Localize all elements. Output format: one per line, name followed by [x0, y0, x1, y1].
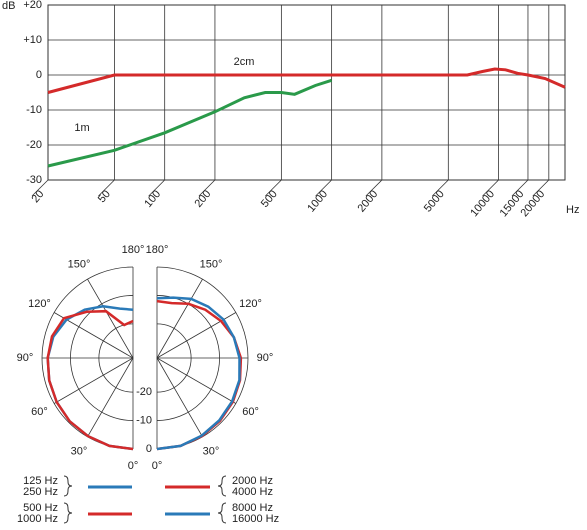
polar-curve — [46, 305, 134, 451]
polar-curve — [46, 309, 134, 451]
response-line — [47, 78, 333, 168]
angle-label: 60° — [31, 406, 48, 418]
legend-brace — [63, 475, 73, 497]
legend-label: 500 Hz — [23, 502, 58, 514]
legend-brace — [63, 502, 73, 524]
spoke — [156, 278, 203, 359]
x-tick — [198, 179, 216, 197]
spoke — [53, 357, 134, 404]
x-tick-label: 2000 — [355, 188, 380, 214]
angle-label: 150° — [200, 258, 223, 270]
legend-label: 1000 Hz — [17, 513, 58, 525]
spoke — [156, 357, 203, 438]
x-tick — [265, 179, 282, 197]
legend-brace — [217, 502, 227, 524]
legend-label: 16000 Hz — [232, 513, 279, 525]
x-tick — [365, 179, 383, 197]
response-line — [47, 67, 566, 94]
r-tick-label: -20 — [136, 386, 152, 398]
r-tick-label: -10 — [136, 414, 152, 426]
angle-label: 60° — [242, 406, 259, 418]
legend-brace — [217, 475, 227, 497]
x-axis-label: Hz — [566, 204, 579, 216]
x-tick-label: 50 — [96, 188, 113, 205]
y-axis-label: dB — [2, 0, 15, 12]
r-tick-label: 0 — [146, 443, 152, 455]
polar-curve — [156, 299, 243, 451]
x-tick-label: 1000 — [305, 188, 330, 214]
x-tick-label: 20 — [29, 188, 46, 205]
spoke — [156, 357, 237, 404]
annotation-bg — [70, 121, 94, 135]
legend-label: 4000 Hz — [232, 486, 273, 498]
annotation: 1m — [74, 122, 89, 134]
angle-label: 30° — [203, 445, 220, 457]
angle-label: 150° — [68, 258, 91, 270]
legend-label: 125 Hz — [23, 475, 58, 487]
annotation-bg — [228, 55, 260, 69]
x-tick — [315, 179, 332, 197]
spoke — [87, 278, 134, 359]
angle-label: 0° — [128, 460, 139, 472]
y-tick-label: -10 — [26, 104, 42, 116]
y-tick-label: +20 — [23, 0, 42, 11]
angle-label: 180° — [122, 244, 145, 256]
angle-label: 30° — [71, 445, 88, 457]
x-tick-label: 5000 — [422, 188, 447, 214]
angle-label: 120° — [28, 298, 51, 310]
x-tick-label: 500 — [259, 188, 280, 210]
angle-label: 180° — [146, 244, 169, 256]
y-tick-label: 0 — [36, 69, 42, 81]
y-tick-label: -20 — [26, 139, 42, 151]
legend-label: 2000 Hz — [232, 475, 273, 487]
x-tick — [511, 179, 529, 197]
annotation: 2cm — [234, 56, 255, 68]
angle-label: 0° — [152, 460, 163, 472]
x-tick — [31, 179, 49, 197]
x-tick-label: 10000 — [468, 188, 497, 219]
spoke — [87, 357, 134, 438]
x-tick — [482, 179, 499, 197]
x-tick — [432, 179, 449, 197]
angle-label: 90° — [257, 352, 274, 364]
angle-label: 90° — [17, 352, 34, 364]
x-tick-label: 200 — [192, 188, 213, 210]
x-tick — [98, 179, 115, 197]
y-tick-label: +10 — [23, 34, 42, 46]
x-tick — [148, 179, 165, 197]
polar-curve — [156, 296, 241, 451]
x-tick — [532, 179, 550, 197]
legend-label: 250 Hz — [23, 486, 58, 498]
y-tick-label: -30 — [26, 174, 42, 186]
legend-label: 8000 Hz — [232, 502, 273, 514]
x-tick-label: 100 — [142, 188, 163, 210]
angle-label: 120° — [239, 298, 262, 310]
plot-frame — [47, 4, 566, 181]
